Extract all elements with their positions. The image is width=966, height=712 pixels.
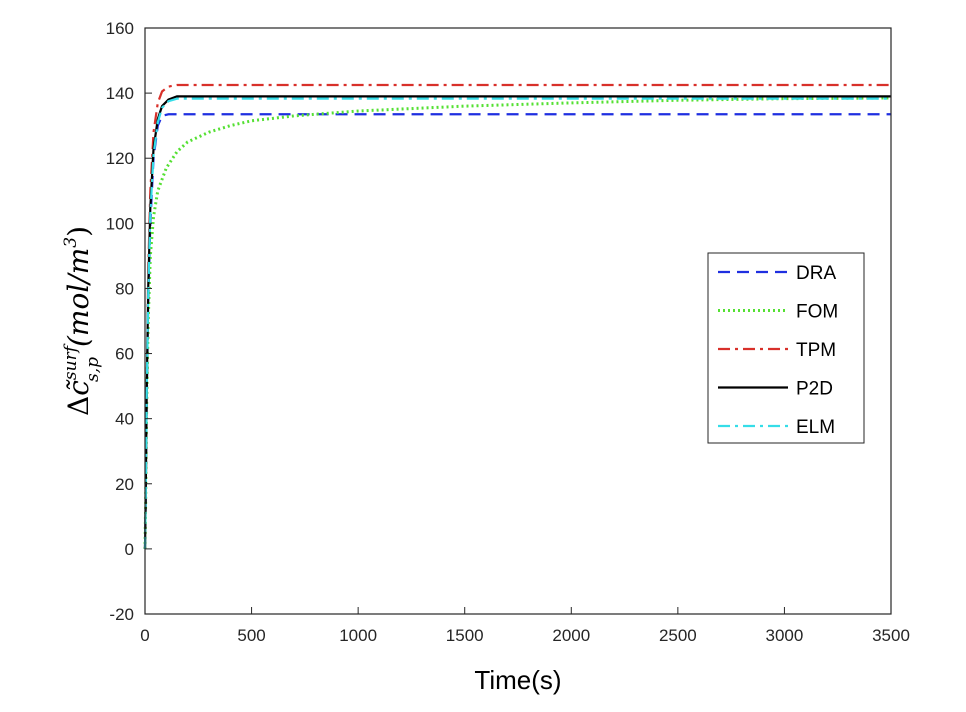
y-tick-label: 20 xyxy=(115,475,134,494)
legend-label-fom: FOM xyxy=(796,302,838,323)
y-tick-label: 40 xyxy=(115,410,134,429)
x-tick-label: 0 xyxy=(140,626,149,645)
y-axis-title-superscript: surf xyxy=(61,343,81,380)
legend-items: DRA FOM TPM P2D ELM xyxy=(718,263,838,438)
y-tick-label: 100 xyxy=(106,214,134,233)
y-tick-label: 120 xyxy=(106,149,134,168)
legend-label-p2d: P2D xyxy=(796,379,833,400)
y-axis-title: Δc̃surf s,p (mol/m3) xyxy=(61,226,103,416)
y-tick-label: 140 xyxy=(106,84,134,103)
y-tick-label: 80 xyxy=(115,279,134,298)
legend-label-elm: ELM xyxy=(796,417,835,438)
y-axis: -20 0 20 40 60 80 100 120 140 160 xyxy=(106,19,152,624)
plot-frame xyxy=(144,27,892,615)
x-tick-label: 2500 xyxy=(659,626,697,645)
x-axis-title: Time(s) xyxy=(474,665,561,695)
y-axis-title-unit-close: ) xyxy=(62,226,95,237)
y-axis-title-delta: Δ xyxy=(62,396,95,416)
x-axis: 0 500 1000 1500 2000 2500 3000 3500 xyxy=(140,607,910,645)
y-tick-label: 0 xyxy=(125,540,134,559)
legend-label-dra: DRA xyxy=(796,263,836,284)
x-tick-label: 1500 xyxy=(446,626,484,645)
legend: DRA FOM TPM P2D ELM xyxy=(707,252,865,444)
x-tick-label: 1000 xyxy=(339,626,377,645)
x-tick-label: 3000 xyxy=(766,626,804,645)
x-tick-label: 500 xyxy=(237,626,265,645)
x-tick-label: 2000 xyxy=(552,626,590,645)
x-tick-label: 3500 xyxy=(872,626,910,645)
y-axis-title-subscript: s,p xyxy=(83,357,103,382)
y-axis-title-symbol: c̃ xyxy=(62,379,95,396)
y-tick-label: 160 xyxy=(106,19,134,38)
y-axis-title-unit: (mol/m xyxy=(62,248,95,347)
series-line-tpm xyxy=(143,83,891,549)
series-layer xyxy=(143,83,892,549)
series-line-elm xyxy=(143,97,891,549)
y-tick-label: 60 xyxy=(115,345,134,364)
y-axis-title-unit-exponent: 3 xyxy=(61,237,81,248)
y-tick-label: -20 xyxy=(109,605,134,624)
legend-label-tpm: TPM xyxy=(796,340,836,361)
